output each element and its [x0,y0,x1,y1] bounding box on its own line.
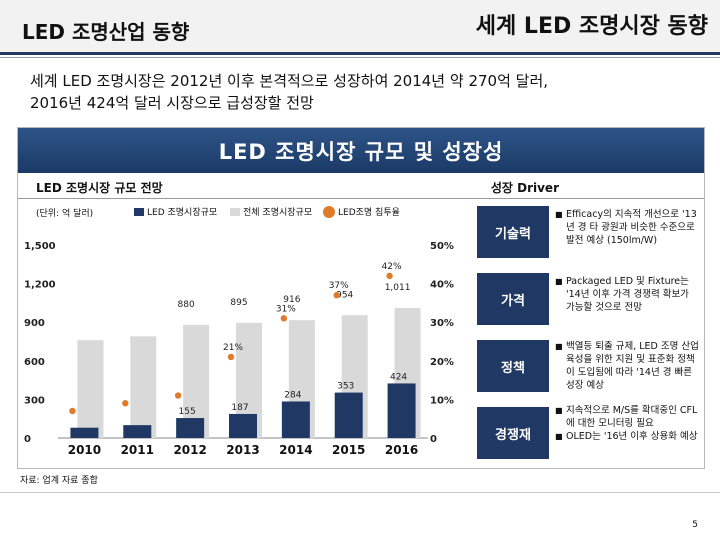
legend-total-label: 전체 조명시장규모 [243,208,313,218]
rate-label: 21% [223,343,243,353]
panel-banner: LED 조명시장 규모 및 성장성 [18,128,704,173]
rate-point [386,272,393,280]
driver-label-competition: 경쟁재 [477,407,549,459]
rate-point [122,400,129,407]
legend-rate: LED조명 침투율 [323,205,400,218]
section-title: LED 조명산업 동향 [22,20,190,44]
driver-text-policy: 백열등 퇴출 규제, LED 조명 산업 육성을 위한 지원 및 표준화 정책이… [555,340,700,392]
page-number: 5 [692,520,698,530]
driver-text-tech: Efficacy의 지속적 개선으로 '13년 경 타 광원과 비슷한 수준으로… [555,208,700,247]
y-tick-left: 1,500 [24,241,56,252]
legend-rate-marker [323,205,335,218]
bar-led-market [70,427,99,438]
chart-section-title: LED 조명시장 규모 전망 [36,181,163,195]
rate-label: 37% [329,281,349,291]
bar-led-label: 284 [284,390,301,400]
driver-section-title: 성장 Driver [490,181,559,195]
bar-led-market [334,392,363,438]
rate-point [227,353,235,361]
x-tick: 2015 [332,443,365,457]
header-bar: LED 조명산업 동향 세계 LED 조명시장 동향 [0,0,720,52]
bar-led-market [123,425,152,438]
y-tick-right: 50% [430,241,454,252]
header-divider-thin [0,57,720,58]
x-tick: 2016 [385,443,418,457]
y-tick-left: 300 [24,395,45,406]
legend-total: 전체 조명시장규모 [230,205,312,218]
legend-led-swatch [134,207,144,216]
x-tick: 2011 [121,443,154,457]
page-title: 세계 LED 조명시장 동향 [475,14,708,39]
y-tick-left: 0 [24,434,31,445]
y-tick-left: 600 [24,357,45,368]
bar-led-market [387,383,416,438]
driver-label-policy: 정책 [477,340,549,392]
bar-total-label: 1,011 [385,283,411,293]
rate-label: 31% [276,304,296,314]
x-tick: 2013 [226,443,259,457]
summary-line-1: 세계 LED 조명시장은 2012년 이후 본격적으로 성장하여 2014년 약… [30,72,549,90]
market-panel: LED 조명시장 규모 및 성장성 LED 조명시장 규모 전망 성장 Driv… [17,127,705,469]
rate-label: 42% [382,262,402,272]
bar-total-label: 954 [336,290,353,300]
y-tick-right: 30% [430,318,454,329]
market-size-chart: 0 300 600 900 1,200 1,500 0 10% 20% 30% 40% 50% 2010… [24,241,454,457]
legend-rate-label: LED조명 침투율 [338,208,400,218]
driver-label-tech: 기술력 [477,206,549,258]
driver-label-price: 가격 [477,273,549,325]
driver-text-price: Packaged LED 및 Fixture는 '14년 이후 가격 경쟁력 확… [555,275,700,314]
bar-led-market [229,413,257,438]
summary-line-2: 2016년 424억 달러 시장으로 급성장할 전망 [30,94,314,112]
rate-point [280,315,288,322]
legend-led-label: LED 조명시장규모 [147,208,218,218]
rate-point [69,407,76,415]
y-tick-right: 20% [430,357,454,368]
bar-led-label: 187 [231,403,248,413]
chart-unit-label: (단위: 억 달러) [36,209,94,219]
y-tick-right: 0 [430,434,437,445]
x-tick: 2010 [68,443,101,457]
bar-led-market [281,401,310,438]
bar-led-label: 424 [390,372,407,382]
driver-bullet: Packaged LED 및 Fixture는 '14년 이후 가격 경쟁력 확… [555,275,700,314]
legend-total-swatch [230,207,240,216]
summary-text: 세계 LED 조명시장은 2012년 이후 본격적으로 성장하여 2014년 약… [30,70,700,114]
y-tick-left: 900 [24,318,45,329]
y-tick-right: 40% [430,280,454,291]
driver-bullet: 백열등 퇴출 규제, LED 조명 산업 육성을 위한 지원 및 표준화 정책이… [555,340,700,392]
bar-total-label: 916 [283,295,300,305]
bar-total-market [130,336,157,438]
bar-led-label: 353 [337,382,354,392]
bar-led-market [176,418,205,438]
driver-bullet: OLED는 '16년 이후 상용화 예상 [555,430,700,443]
bar-led-label: 155 [179,407,196,417]
x-tick: 2014 [279,443,312,457]
footer-divider [0,492,720,493]
legend-led: LED 조명시장규모 [134,205,217,218]
header-divider [0,52,720,55]
x-tick: 2012 [173,443,206,457]
driver-bullet: Efficacy의 지속적 개선으로 '13년 경 타 광원과 비슷한 수준으로… [555,208,700,247]
bar-total-label: 895 [230,298,247,308]
rate-point [174,392,182,399]
driver-bullet: 지속적으로 M/S를 확대중인 CFL에 대한 모니터링 필요 [555,404,700,430]
y-tick-left: 1,200 [24,280,56,291]
rate-point [333,291,340,299]
bar-total-market [77,340,104,438]
bar-total-label: 880 [178,300,195,310]
driver-text-competition: 지속적으로 M/S를 확대중인 CFL에 대한 모니터링 필요 OLED는 '1… [555,404,700,443]
y-tick-right: 10% [430,395,454,406]
section-divider [18,198,704,199]
source-note: 자료: 업계 자료 종합 [20,476,98,486]
